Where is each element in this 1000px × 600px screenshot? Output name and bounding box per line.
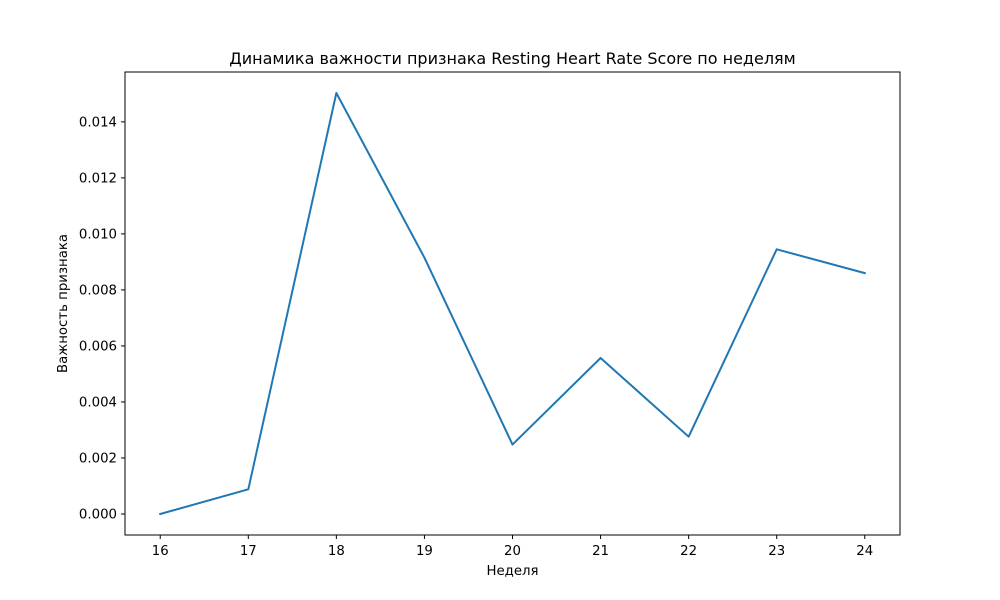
y-axis: 0.000 0.002 0.004 0.006 0.008 0.010 0.012 0.014: [79, 115, 125, 522]
y-tick-label: 0.010: [79, 227, 117, 242]
x-tick-label: 17: [240, 544, 257, 559]
x-tick-label: 23: [768, 544, 785, 559]
x-tick-label: 16: [152, 544, 169, 559]
plot-area: 16 17 18 19 20 21 22 23 24 0.0000.0020.0040.0060…: [79, 71, 901, 559]
y-tick-label: 0.008: [79, 283, 117, 298]
x-tick-label: 18: [328, 544, 345, 559]
chart-title: Динамика важности признака Resting Heart…: [229, 49, 795, 68]
y-tick-label: 0.006: [79, 339, 117, 354]
x-tick-label: 21: [592, 544, 609, 559]
y-tick-label: 0.004: [79, 395, 117, 410]
x-axis: 16 17 18 19 20 21 22 23 24: [152, 535, 873, 559]
x-axis-label: Неделя: [486, 564, 538, 579]
x-tick-label: 24: [856, 544, 873, 559]
y-tick-label: 0.012: [79, 171, 117, 186]
y-tick-label: 0.014: [79, 115, 117, 130]
y-axis-label: Важность признака: [56, 234, 71, 373]
x-tick-label: 22: [680, 544, 697, 559]
x-tick-label: 20: [504, 544, 521, 559]
y-tick-label: 0.002: [79, 451, 117, 466]
x-tick-label: 19: [416, 544, 433, 559]
y-tick-label: 0.000: [79, 507, 117, 522]
series-layer: [158, 92, 866, 516]
